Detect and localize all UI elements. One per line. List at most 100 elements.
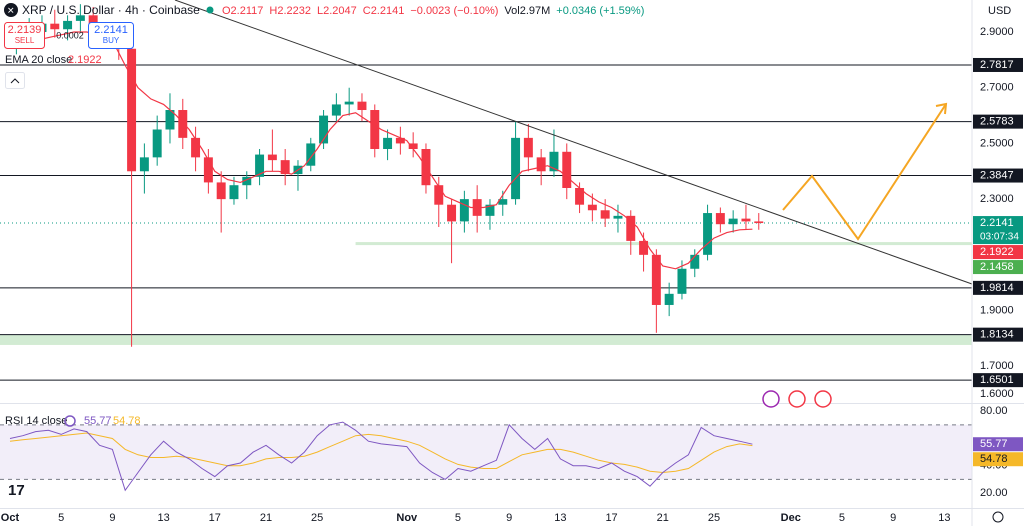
candle-body [562, 151, 572, 188]
price-tag-label: 2.3847 [980, 169, 1014, 181]
sell-button[interactable] [4, 22, 45, 49]
x-tick-label: 21 [260, 512, 272, 524]
y-tick-label: 2.9000 [980, 26, 1014, 38]
event-icon[interactable] [788, 390, 806, 408]
price-tag [973, 57, 1023, 72]
price-tag-label: 2.2141 [980, 217, 1014, 229]
projection-arrow [935, 102, 948, 115]
x-tick-label: Oct [1, 512, 20, 524]
header-value: −0.0023 (−0.10%) [410, 5, 498, 17]
candle-body [75, 15, 85, 21]
price-tag [973, 327, 1023, 342]
ema-legend[interactable]: EMA 20 close [5, 54, 72, 66]
buy-price: 2.2141 [94, 24, 128, 36]
header-values: O2.2117 H2.2232 L2.2047 C2.2141 −0.0023 (−0.… [222, 5, 644, 17]
candle-body [255, 154, 265, 177]
candle-body [459, 199, 469, 222]
rsi-tag-label: 54.78 [980, 453, 1008, 465]
header-value: +0.0346 (+1.59%) [556, 5, 644, 17]
market-status [206, 6, 214, 14]
rsi-legend[interactable]: RSI 14 close [5, 415, 67, 427]
x-tick-label: 9 [109, 512, 115, 524]
x-tick-label: 25 [708, 512, 720, 524]
price-tag [973, 168, 1023, 183]
collapse-icon [10, 78, 20, 84]
projection-path [782, 103, 947, 241]
price-tag-label: 2.1458 [980, 261, 1014, 273]
candle-body [63, 20, 73, 30]
support-zone [0, 334, 972, 345]
candle-body [587, 204, 597, 211]
buy-label: BUY [103, 36, 120, 45]
trendline [174, 0, 973, 285]
event-icon[interactable] [814, 390, 832, 408]
candle-body [690, 254, 700, 269]
x-tick-label: 17 [605, 512, 617, 524]
candle-body [383, 137, 393, 150]
chart-title: XRP / U.S. Dollar · 4h · Coinbase [22, 3, 200, 17]
x-tick-label: 9 [506, 512, 512, 524]
candle-body [395, 137, 405, 144]
candle-body [447, 204, 457, 222]
tradingview-logo[interactable]: 17 [8, 482, 25, 499]
header-value: Vol2.97M [504, 5, 550, 17]
candle-body [152, 129, 162, 158]
symbol-icon-mark: ✕ [7, 5, 15, 15]
candle-body [127, 48, 137, 172]
buy-button[interactable] [88, 22, 134, 49]
price-tag-label: 2.7817 [980, 59, 1014, 71]
x-tick-label: 5 [58, 512, 64, 524]
rsi-ma-legend-value: 54.78 [113, 415, 141, 427]
candle-body [434, 185, 444, 205]
candle-body [485, 204, 495, 216]
candle-body [728, 218, 738, 225]
rsi-settings-icon[interactable] [64, 415, 76, 427]
ema-legend-value: 2.1922 [68, 54, 102, 66]
x-tick-label: Dec [781, 512, 801, 524]
sell-label: SELL [15, 36, 35, 45]
y-tick-label: 1.7000 [980, 360, 1014, 372]
candle-body [639, 240, 649, 255]
y-tick-label: 2.3000 [980, 193, 1014, 205]
candle-body [370, 110, 380, 150]
candle-body [191, 137, 201, 158]
rsi-line [9, 421, 753, 492]
candle-body [408, 143, 418, 150]
candle-body [50, 23, 60, 30]
rsi-tag-label: 55.77 [980, 438, 1008, 450]
candle-body [715, 213, 725, 225]
ema-line [9, 31, 753, 270]
price-tag [973, 216, 1023, 245]
x-tick-label: 17 [209, 512, 221, 524]
price-tag-label: 2.1922 [980, 246, 1014, 258]
currency[interactable]: USD [988, 5, 1011, 17]
rsi-ma-line [9, 432, 753, 474]
candle-body [267, 154, 277, 161]
spread: 0.0002 [56, 30, 84, 40]
candle-body [331, 104, 341, 116]
x-tick-label: 13 [157, 512, 169, 524]
candle-body [357, 101, 367, 111]
event-icon[interactable] [762, 390, 780, 408]
rsi-tick-label: 80.00 [980, 405, 1008, 417]
header-value: L2.2047 [317, 5, 357, 17]
price-tag [973, 260, 1023, 275]
price-pane [0, 4, 972, 381]
settings-icon[interactable] [992, 511, 1004, 523]
price-tag [973, 373, 1023, 388]
support-zone [355, 242, 972, 246]
candle-body [600, 210, 610, 219]
candle-body [523, 137, 533, 158]
candle-body [651, 254, 661, 305]
y-tick-label: 2.5000 [980, 137, 1014, 149]
candle-body [306, 143, 316, 166]
price-tag-label: 1.9814 [980, 282, 1014, 294]
candle-body [549, 151, 559, 172]
rsi-tick-label: 20.00 [980, 487, 1008, 499]
collapse-button[interactable] [5, 72, 25, 89]
x-tick-label: 25 [311, 512, 323, 524]
header-value: O2.2117 [222, 5, 263, 17]
candle-body [677, 268, 687, 294]
x-tick-label: 9 [890, 512, 896, 524]
